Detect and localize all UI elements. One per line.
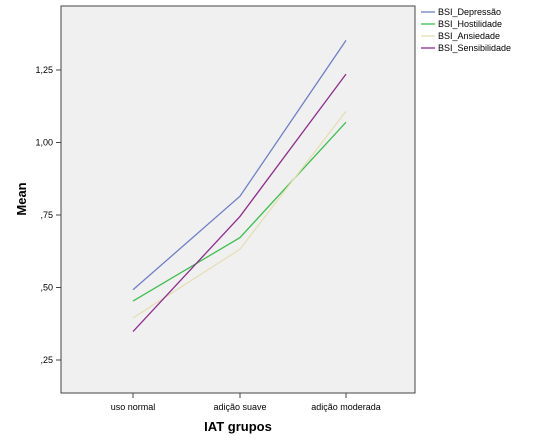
legend-label: BSI_Ansiedade [438, 31, 500, 41]
x-axis-title: IAT grupos [204, 419, 272, 434]
y-tick-label: ,75 [40, 210, 53, 220]
legend: BSI_Depressão BSI_Hostilidade BSI_Ansiedad… [421, 7, 511, 53]
x-axis: uso normal adição suave adição moderada [111, 393, 381, 412]
y-axis: ,25 ,50 ,75 1,00 1,25 [35, 65, 61, 365]
y-axis-title: Mean [14, 182, 29, 215]
series-lines [132, 40, 347, 333]
legend-label: BSI_Sensibilidade [438, 43, 511, 53]
series-line-2 [132, 110, 347, 319]
legend-label: BSI_Hostilidade [438, 19, 502, 29]
y-tick-label: 1,00 [35, 138, 53, 148]
series-line-1 [132, 121, 347, 302]
series-line-0 [132, 40, 347, 291]
legend-label: BSI_Depressão [438, 7, 501, 17]
y-tick-label: ,25 [40, 355, 53, 365]
plot-area [60, 5, 416, 394]
x-tick-label: uso normal [111, 402, 156, 412]
x-tick-label: adição moderada [311, 402, 381, 412]
y-tick-label: 1,25 [35, 65, 53, 75]
series-line-3 [132, 73, 347, 333]
x-tick-label: adição suave [213, 402, 266, 412]
y-tick-label: ,50 [40, 283, 53, 293]
